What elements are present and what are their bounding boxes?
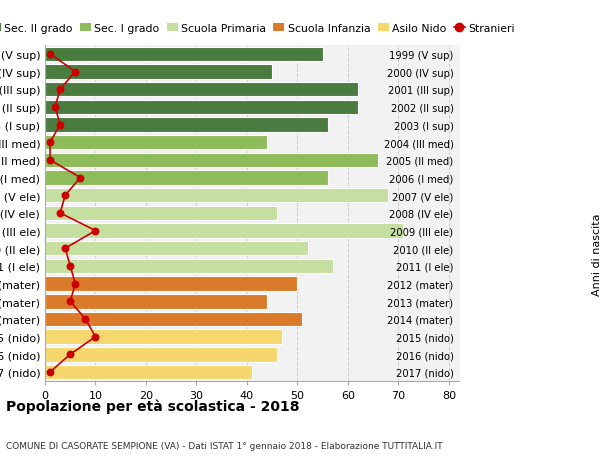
Bar bbox=[45, 153, 378, 168]
Point bbox=[80, 316, 90, 323]
Point bbox=[55, 210, 65, 217]
Point bbox=[50, 104, 60, 111]
Bar bbox=[45, 171, 328, 185]
Bar bbox=[45, 330, 282, 344]
Bar bbox=[45, 241, 308, 256]
Point bbox=[70, 280, 80, 288]
Bar bbox=[45, 294, 267, 309]
Bar bbox=[45, 312, 302, 326]
Bar bbox=[45, 189, 388, 203]
Point bbox=[45, 157, 55, 164]
Bar bbox=[45, 101, 358, 115]
Text: COMUNE DI CASORATE SEMPIONE (VA) - Dati ISTAT 1° gennaio 2018 - Elaborazione TUT: COMUNE DI CASORATE SEMPIONE (VA) - Dati … bbox=[6, 441, 443, 450]
Legend: Sec. II grado, Sec. I grado, Scuola Primaria, Scuola Infanzia, Asilo Nido, Stran: Sec. II grado, Sec. I grado, Scuola Prim… bbox=[0, 24, 514, 34]
Text: Popolazione per età scolastica - 2018: Popolazione per età scolastica - 2018 bbox=[6, 398, 299, 413]
Text: Anni di nascita: Anni di nascita bbox=[592, 213, 600, 296]
Point bbox=[61, 192, 70, 200]
Point bbox=[91, 333, 100, 341]
Bar bbox=[45, 83, 358, 97]
Bar bbox=[45, 118, 328, 133]
Point bbox=[45, 139, 55, 146]
Point bbox=[45, 369, 55, 376]
Bar bbox=[45, 347, 277, 362]
Point bbox=[65, 298, 75, 305]
Point bbox=[76, 174, 85, 182]
Bar bbox=[45, 47, 323, 62]
Bar bbox=[45, 224, 403, 238]
Point bbox=[55, 86, 65, 94]
Point bbox=[55, 122, 65, 129]
Point bbox=[61, 245, 70, 252]
Point bbox=[45, 51, 55, 58]
Bar bbox=[45, 259, 333, 274]
Bar bbox=[45, 365, 252, 380]
Point bbox=[65, 351, 75, 358]
Point bbox=[70, 69, 80, 76]
Bar bbox=[45, 65, 272, 79]
Bar bbox=[45, 206, 277, 221]
Bar bbox=[45, 277, 298, 291]
Point bbox=[91, 227, 100, 235]
Bar bbox=[45, 136, 267, 150]
Point bbox=[65, 263, 75, 270]
